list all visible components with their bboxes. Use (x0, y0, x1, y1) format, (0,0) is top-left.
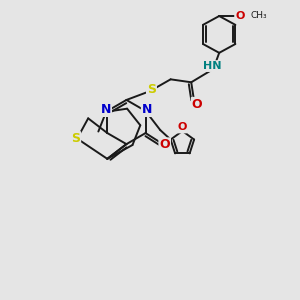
Text: S: S (147, 83, 156, 96)
Text: O: O (235, 11, 244, 21)
Text: CH₃: CH₃ (251, 11, 267, 20)
Text: S: S (71, 132, 80, 145)
Text: N: N (142, 103, 152, 116)
Text: O: O (177, 122, 187, 133)
Text: O: O (192, 98, 203, 111)
Text: O: O (159, 138, 170, 151)
Text: HN: HN (202, 61, 221, 71)
Text: N: N (101, 103, 111, 116)
